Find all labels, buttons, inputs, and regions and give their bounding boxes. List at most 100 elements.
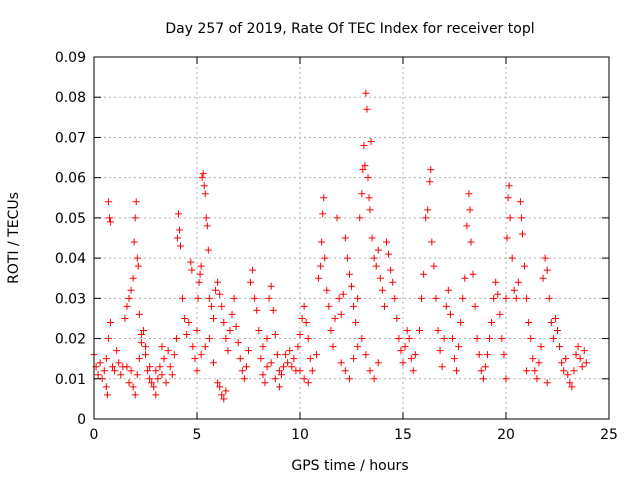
data-point [131,214,139,222]
data-point [370,375,378,383]
data-point [578,363,586,371]
y-tick-label: 0.04 [55,251,86,267]
data-point [259,343,267,351]
data-point [304,379,312,387]
y-tick-label: 0.02 [55,332,86,348]
data-point [498,335,506,343]
data-point [284,359,292,367]
data-point [181,314,189,322]
data-point [407,355,415,363]
data-point [560,367,568,375]
data-point [201,190,209,198]
data-point [125,379,133,387]
data-point [193,367,201,375]
data-point [111,367,119,375]
data-point [455,343,463,351]
data-point [523,294,531,302]
data-point [245,347,252,355]
data-point [242,363,250,371]
data-point [399,359,407,367]
data-point [308,367,316,375]
data-point [370,254,378,262]
data-point [304,335,312,343]
data-point [374,246,382,254]
data-point [191,355,199,363]
data-point [137,331,145,339]
data-point [142,343,149,351]
data-point [300,375,308,383]
data-point [360,141,368,149]
data-point [146,375,154,383]
data-point [196,270,204,278]
data-point [179,294,187,302]
y-tick-label: 0.07 [55,130,86,146]
data-point [446,310,454,318]
data-point [134,262,142,270]
data-point [106,218,114,226]
data-point [457,318,465,326]
data-point [188,266,196,274]
data-point [479,375,487,383]
data-point [317,262,325,270]
data-point [367,137,375,145]
x-tick-label: 15 [394,427,412,443]
data-point [197,351,205,359]
data-point [319,210,327,218]
data-point [187,258,195,266]
data-point [104,335,112,343]
data-point [198,174,206,182]
data-point [125,294,133,302]
data-point [222,387,230,395]
data-point [572,351,580,359]
y-tick-labels: 0 0.01 0.02 0.03 0.04 0.05 0.06 0.07 0.08 0.09 [55,50,86,428]
data-point [185,318,193,326]
data-point [117,371,125,379]
data-point [96,359,104,367]
y-tick-label: 0.09 [55,50,86,66]
data-point [325,302,333,310]
data-point [130,238,138,246]
data-point [502,294,510,302]
data-point [453,367,461,375]
data-point [296,331,304,339]
chart-title: Day 257 of 2019, Rate Of TEC Index for r… [165,21,534,37]
data-point [541,254,549,262]
data-point [361,162,369,170]
data-point [438,363,446,371]
data-point [214,379,222,387]
data-point [318,238,326,246]
data-point [160,355,168,363]
data-point [104,198,112,206]
data-point [312,351,320,359]
data-point [263,335,271,343]
data-point [570,367,578,375]
data-point [365,194,373,202]
data-point [271,375,279,383]
data-point [226,327,234,335]
data-point [199,170,207,178]
data-point [502,375,510,383]
data-point [275,367,283,375]
data-point [282,351,290,359]
data-point [195,278,203,286]
data-point [543,266,551,274]
data-point [158,343,166,351]
data-point [518,230,526,238]
y-axis-label: ROTI / TECUs [6,192,22,284]
data-point [170,351,178,359]
data-point [477,367,485,375]
data-point [202,214,210,222]
data-point [391,294,399,302]
data-point [105,214,113,222]
data-point [129,274,137,282]
data-point [531,367,539,375]
data-point [129,383,137,391]
data-point [494,290,502,298]
data-point [364,174,372,182]
data-point [286,347,294,355]
data-point [359,166,367,174]
data-point [253,306,261,314]
data-point [280,363,288,371]
data-point [424,206,432,214]
data-point [376,274,384,282]
